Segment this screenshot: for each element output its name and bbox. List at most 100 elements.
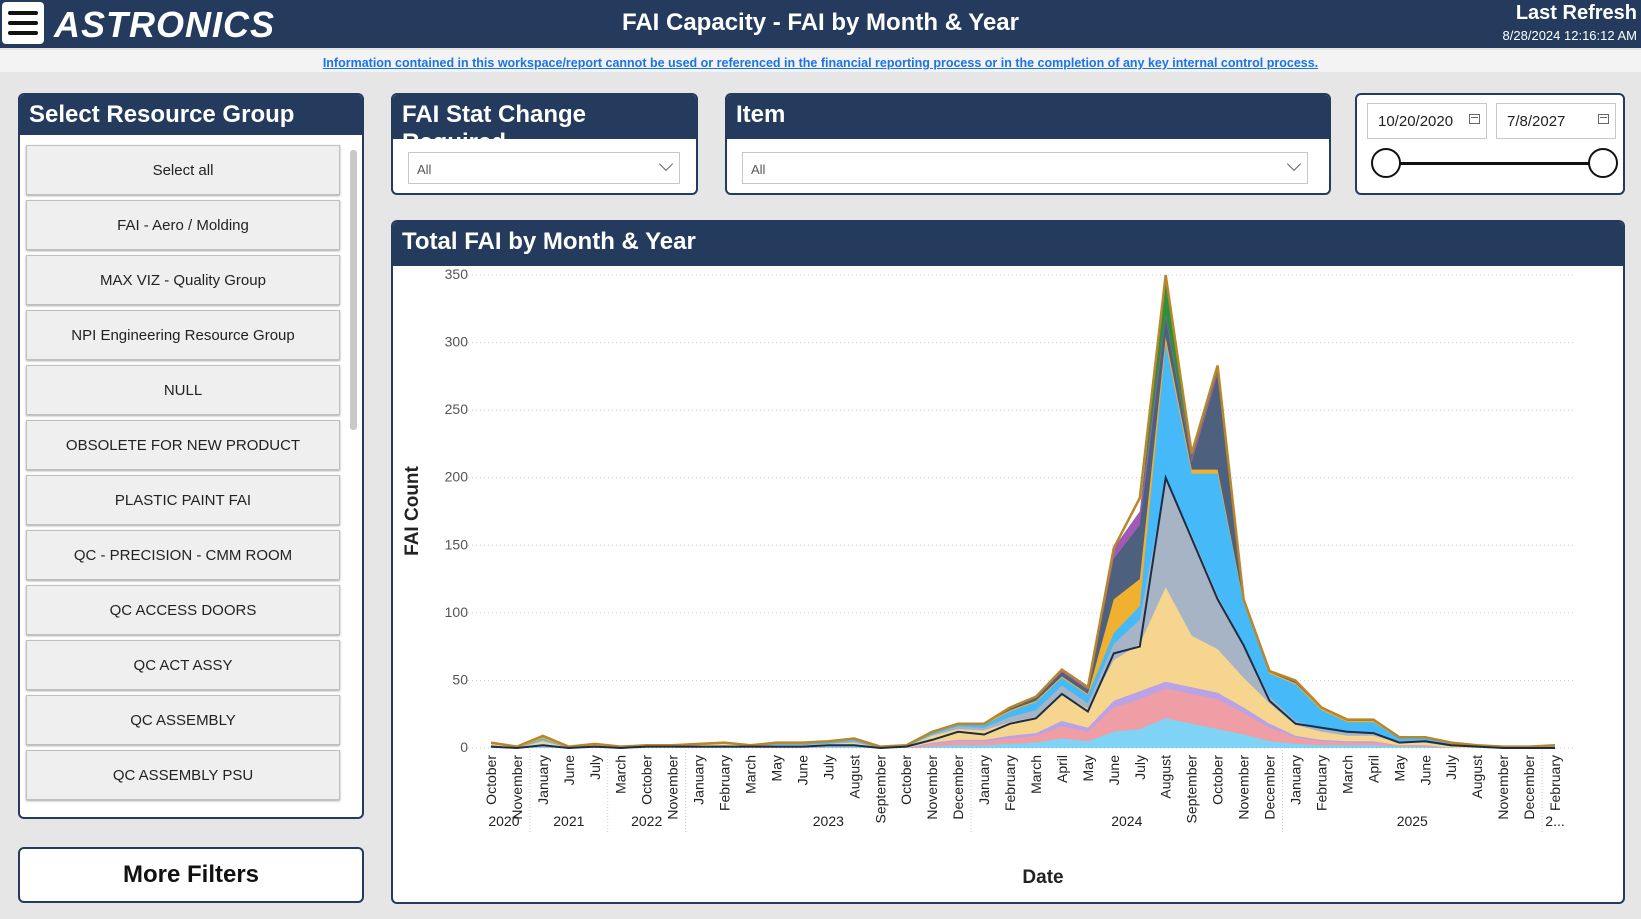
fai-area-chart: 0 50 100 150 200 250 300 350 October November Janu… [402,266,1573,888]
fai-stat-change-slicer: FAI Stat Change Required All [391,93,698,195]
chart-title: Total FAI by Month & Year [393,222,1623,266]
start-date-input[interactable]: 10/20/2020 [1367,103,1487,139]
x-month-label: May [1391,755,1407,781]
resource-group-item[interactable]: QC ACT ASSY [26,640,340,690]
item-title: Item [727,95,1329,139]
x-month-label: June [1417,755,1433,786]
x-month-label: November [924,755,940,820]
x-month-label: October [483,755,499,805]
x-month-label: April [1365,755,1381,783]
x-month-label: October [898,755,914,805]
x-month-label: November [1495,755,1511,820]
disclaimer-link[interactable]: Information contained in this workspace/… [322,56,1319,70]
date-slider-end-handle[interactable] [1588,148,1618,178]
x-month-label: January [1288,755,1304,805]
astronics-logo: ASTRONICS [54,4,276,45]
resource-group-item[interactable]: FAI - Aero / Molding [26,200,340,250]
x-month-label: December [950,755,966,820]
y-tick-label: 200 [445,469,469,485]
x-month-label: January [976,755,992,805]
resource-group-item[interactable]: NPI Engineering Resource Group [26,310,340,360]
end-date-value: 7/8/2027 [1507,113,1566,130]
x-month-label: November [1236,755,1252,820]
resource-group-item[interactable]: MAX VIZ - Quality Group [26,255,340,305]
x-month-label: February [1313,755,1329,811]
date-slider-track[interactable] [1387,162,1604,165]
fai-chart-panel: Total FAI by Month & Year 0 50 100 150 200 25… [391,220,1625,904]
more-filters-button[interactable]: More Filters [18,847,364,903]
x-month-label: June [561,755,577,786]
x-month-label: March [1339,755,1355,794]
calendar-icon[interactable] [1598,114,1609,124]
fai-stat-change-dropdown[interactable]: All [408,152,680,184]
resource-group-slicer: Select Resource Group Select all FAI - Ae… [18,93,364,819]
resource-group-item[interactable]: QC ACCESS DOORS [26,585,340,635]
x-month-label: August [846,755,862,799]
fai-stat-change-title: FAI Stat Change Required [393,95,696,156]
date-range-slicer: 10/20/2020 7/8/2027 [1355,93,1625,195]
x-month-label: November [509,755,525,820]
area-series[interactable] [490,337,1556,748]
area-series[interactable] [490,681,1556,748]
resource-group-item[interactable]: PLASTIC PAINT FAI [26,475,340,525]
page-title: FAI Capacity - FAI by Month & Year [622,9,1019,36]
x-month-label: May [1080,755,1096,781]
resource-group-scrollbar[interactable] [350,150,357,430]
x-month-label: January [535,755,551,805]
resource-group-item[interactable]: Select all [26,145,340,195]
y-tick-label: 0 [460,739,468,755]
calendar-icon[interactable] [1469,114,1480,124]
y-tick-label: 250 [445,401,469,417]
resource-group-item[interactable]: QC - PRECISION - CMM ROOM [26,530,340,580]
x-month-label: June [794,755,810,786]
x-month-label: November [665,755,681,820]
y-axis-title: FAI Count [402,465,423,555]
x-month-label: March [613,755,629,794]
x-month-label: September [1184,755,1200,824]
x-year-label: 2024 [1111,813,1142,829]
total-outline-line [490,274,1556,748]
x-year-label: 2020 [488,813,519,829]
x-month-label: June [1106,755,1122,786]
y-tick-label: 50 [452,671,468,687]
area-series[interactable] [490,318,1556,748]
x-month-label: October [1210,755,1226,805]
y-tick-label: 150 [445,536,469,552]
top-bar: ASTRONICS FAI Capacity - FAI by Month & … [0,0,1641,48]
x-month-label: December [1262,755,1278,820]
area-series[interactable] [490,275,1556,748]
x-month-label: February [1002,755,1018,811]
last-refresh-time: 8/28/2024 12:16:12 AM [1502,28,1637,43]
item-dropdown[interactable]: All [742,152,1308,184]
x-year-label: 2023 [813,813,844,829]
x-month-label: October [639,755,655,805]
chevron-down-icon [658,156,674,172]
resource-group-item[interactable]: QC ASSEMBLY [26,695,340,745]
y-tick-label: 300 [445,334,469,350]
date-slider-start-handle[interactable] [1371,148,1401,178]
fai-stat-change-value: All [417,162,432,177]
line-series [490,474,1555,750]
end-date-input[interactable]: 7/8/2027 [1496,103,1616,139]
x-month-label: July [1132,755,1148,780]
x-year-label: 2... [1545,813,1564,829]
area-series[interactable] [490,587,1556,748]
start-date-value: 10/20/2020 [1378,113,1454,130]
x-month-label: January [691,755,707,805]
x-year-label: 2025 [1397,813,1428,829]
y-tick-label: 100 [445,604,469,620]
resource-group-item[interactable]: NULL [26,365,340,415]
resource-group-item[interactable]: OBSOLETE FOR NEW PRODUCT [26,420,340,470]
disclaimer-bar: Information contained in this workspace/… [0,50,1641,72]
last-refresh-label: Last Refresh [1515,2,1637,24]
x-month-label: December [1521,755,1537,820]
area-series[interactable] [490,315,1556,749]
x-month-label: July [587,755,603,780]
item-slicer: Item All [725,93,1331,195]
item-value: All [751,162,766,177]
area-series[interactable] [490,343,1556,748]
hamburger-menu-icon[interactable] [2,2,44,44]
resource-group-item[interactable]: QC ASSEMBLY PSU [26,750,340,800]
x-year-label: 2022 [631,813,662,829]
x-month-label: February [717,755,733,811]
